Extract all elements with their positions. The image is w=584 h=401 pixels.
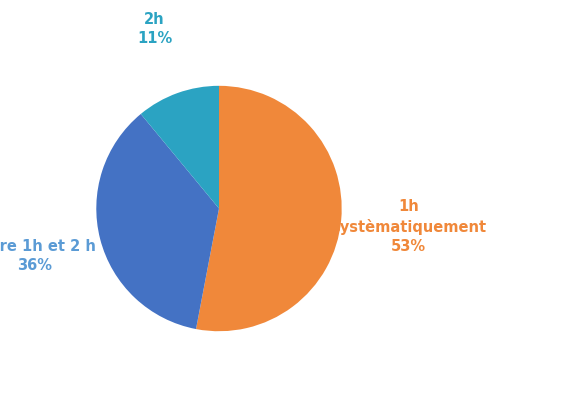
- Text: 2h
11%: 2h 11%: [137, 12, 172, 47]
- Wedge shape: [196, 86, 342, 331]
- Text: Entre 1h et 2 h
36%: Entre 1h et 2 h 36%: [0, 239, 96, 273]
- Wedge shape: [141, 86, 219, 209]
- Text: 1h
systèmatiquement
53%: 1h systèmatiquement 53%: [331, 199, 486, 254]
- Wedge shape: [96, 114, 219, 329]
